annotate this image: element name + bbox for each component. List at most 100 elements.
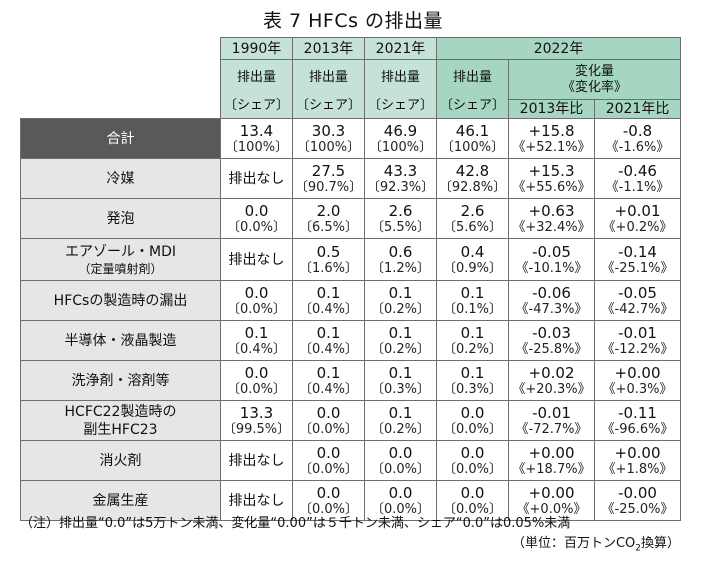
cell-value: -0.03 [532, 324, 571, 342]
cell-value: -0.01 [532, 404, 571, 422]
header-emission-2021: 排出量 〔シェア〕 [364, 59, 437, 119]
cell-value: 0.5 [316, 243, 341, 261]
cell-c2022: 2.6 〔5.6%〕 [436, 198, 509, 239]
cell-share: 〔0.9%〕 [442, 261, 503, 276]
unit-prefix: （単位：百万トンCO [511, 536, 636, 551]
row-label: 金属生産 [20, 480, 221, 521]
cell-c1990: 13.4 〔100%〕 [220, 118, 293, 159]
cell-share: 〔0.1%〕 [442, 302, 503, 317]
cell-share: 《-10.1%》 [515, 261, 588, 276]
header-year-2021: 2021年 [364, 37, 437, 60]
cell-c2022: 46.1 〔100%〕 [436, 118, 509, 159]
cell-share: 〔0.4%〕 [298, 302, 359, 317]
header-emission-2022: 排出量 〔シェア〕 [436, 59, 509, 119]
cell-value: +0.00 [528, 444, 575, 462]
row-label-text: 冷媒 [106, 170, 135, 187]
cell-value: 0.0 [244, 202, 269, 220]
cell-share: 〔100%〕 [296, 140, 361, 155]
cell-share: 〔0.0%〕 [298, 422, 359, 437]
cell-value: 0.0 [316, 484, 341, 502]
cell-share: 〔0.0%〕 [370, 462, 431, 477]
cell-share: 〔0.0%〕 [226, 382, 287, 397]
row-label-subtext: （定量噴射剤） [78, 261, 163, 276]
header-share-label: 〔シェア〕 [439, 98, 505, 113]
cell-c2013: 0.0 〔0.0%〕 [292, 480, 365, 521]
table-row: 半導体・液晶製造 0.1 〔0.4%〕 0.1 〔0.4%〕 0.1 〔0.2%〕 0.1 〔0… [20, 320, 682, 361]
cell-value: -0.46 [618, 162, 657, 180]
cell-share: 《-25.1%》 [601, 261, 674, 276]
cell-d2021: +0.01 《+0.2%》 [593, 198, 682, 239]
cell-share: 《-1.6%》 [605, 140, 670, 155]
no-emission-text: 排出なし [228, 251, 285, 268]
no-emission-text: 排出なし [228, 170, 285, 187]
cell-share: 《+1.8%》 [602, 462, 673, 477]
cell-c2021: 0.1 〔0.2%〕 [364, 320, 437, 361]
cell-c2022: 0.1 〔0.2%〕 [436, 320, 509, 361]
cell-value: 13.3 [239, 404, 274, 422]
cell-value: 0.1 [388, 324, 413, 342]
cell-share: 《-25.8%》 [515, 342, 588, 357]
cell-c2021: 0.0 〔0.0%〕 [364, 440, 437, 481]
cell-value: 27.5 [311, 162, 346, 180]
cell-share: 〔0.3%〕 [442, 382, 503, 397]
cell-value: +15.8 [528, 122, 575, 140]
unit-note: （単位：百万トンCO2換算） [512, 532, 680, 554]
cell-share: 〔0.0%〕 [442, 502, 503, 517]
cell-d2021: -0.46 《-1.1%》 [593, 158, 682, 199]
cell-c2022: 0.1 〔0.1%〕 [436, 280, 509, 321]
cell-value: -0.8 [622, 122, 653, 140]
row-label-text: 金属生産 [92, 492, 149, 509]
cell-d2021: -0.00 《-25.0%》 [593, 480, 682, 521]
cell-share: 〔0.4%〕 [298, 382, 359, 397]
cell-value: 0.1 [388, 364, 413, 382]
cell-value: 0.1 [460, 284, 485, 302]
cell-value: +0.01 [614, 202, 661, 220]
cell-d2021: -0.05 《-42.7%》 [593, 280, 682, 321]
cell-c2021: 43.3 〔92.3%〕 [364, 158, 437, 199]
cell-share: 〔100%〕 [440, 140, 505, 155]
cell-share: 〔6.5%〕 [298, 220, 359, 235]
cell-share: 〔5.5%〕 [370, 220, 431, 235]
cell-c2013: 2.0 〔6.5%〕 [292, 198, 365, 239]
cell-share: 〔0.2%〕 [370, 302, 431, 317]
cell-share: 〔5.6%〕 [442, 220, 503, 235]
cell-value: -0.14 [618, 243, 657, 261]
cell-share: 《+0.0%》 [516, 502, 587, 517]
row-label-text: HCFC22製造時の [64, 403, 177, 420]
cell-share: 《+0.3%》 [602, 382, 673, 397]
row-label-text: エアゾール・MDI [65, 243, 176, 260]
cell-d2013: -0.05 《-10.1%》 [508, 238, 595, 281]
row-label: 発泡 [20, 198, 221, 239]
header-change-rate: 《変化率》 [562, 79, 628, 95]
cell-share: 〔1.2%〕 [370, 261, 431, 276]
table-row: 発泡 0.0 〔0.0%〕 2.0 〔6.5%〕 2.6 〔5.5%〕 2.6 〔5.6%〕 +0… [20, 198, 682, 239]
cell-d2013: -0.01 《-72.7%》 [508, 400, 595, 441]
table-body: 合計 13.4 〔100%〕 30.3 〔100%〕 46.9 〔100%〕 46.1 〔100… [20, 118, 682, 521]
table-row: 金属生産 排出なし 0.0 〔0.0%〕 0.0 〔0.0%〕 0.0 〔0.0%〕 +0.00… [20, 480, 682, 521]
row-label: エアゾール・MDI （定量噴射剤） [20, 238, 221, 281]
cell-value: 0.0 [388, 484, 413, 502]
cell-c1990: 排出なし [220, 480, 293, 521]
cell-value: 0.0 [244, 284, 269, 302]
cell-c2022: 42.8 〔92.8%〕 [436, 158, 509, 199]
cell-value: 46.1 [455, 122, 490, 140]
cell-share: 〔90.7%〕 [294, 180, 363, 195]
cell-c2013: 0.1 〔0.4%〕 [292, 280, 365, 321]
cell-value: 43.3 [383, 162, 418, 180]
cell-value: 2.6 [460, 202, 485, 220]
cell-value: +15.3 [528, 162, 575, 180]
row-label-text: 半導体・液晶製造 [64, 332, 177, 349]
header-share-label: 〔シェア〕 [367, 98, 433, 113]
row-label: HFCsの製造時の漏出 [20, 280, 221, 321]
cell-c2021: 0.1 〔0.3%〕 [364, 360, 437, 401]
cell-share: 〔100%〕 [224, 140, 289, 155]
cell-c2013: 30.3 〔100%〕 [292, 118, 365, 159]
cell-share: 〔0.0%〕 [226, 220, 287, 235]
cell-c2013: 0.0 〔0.0%〕 [292, 400, 365, 441]
header-change: 変化量 《変化率》 [507, 59, 682, 100]
cell-share: 《-96.6%》 [601, 422, 674, 437]
cell-d2013: -0.06 《-47.3%》 [508, 280, 595, 321]
cell-value: -0.01 [618, 324, 657, 342]
header-emission-label: 排出量 [236, 70, 276, 85]
cell-c2022: 0.0 〔0.0%〕 [436, 440, 509, 481]
